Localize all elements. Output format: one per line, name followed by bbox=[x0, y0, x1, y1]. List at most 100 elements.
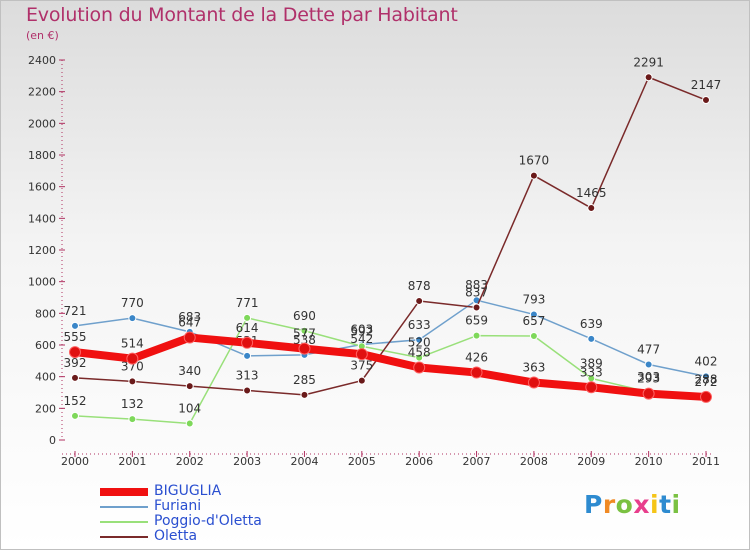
logo-letter: i bbox=[650, 490, 660, 519]
x-tick-label: 2003 bbox=[233, 455, 261, 468]
legend-swatch bbox=[100, 487, 148, 496]
y-tick-label: 600 bbox=[35, 339, 56, 352]
data-label: 389 bbox=[580, 356, 603, 370]
y-tick-label: 400 bbox=[35, 371, 56, 384]
data-label: 878 bbox=[408, 279, 431, 293]
data-label: 770 bbox=[121, 296, 144, 310]
data-point bbox=[529, 331, 538, 340]
data-point bbox=[644, 360, 653, 369]
data-point bbox=[415, 296, 424, 305]
y-tick-label: 1000 bbox=[28, 276, 56, 289]
data-point bbox=[642, 387, 655, 400]
data-point bbox=[243, 313, 252, 322]
legend-item-oletta[interactable]: Oletta bbox=[100, 529, 262, 544]
data-point bbox=[128, 415, 137, 424]
data-point bbox=[644, 73, 653, 82]
chart-unit: (en €) bbox=[26, 29, 59, 42]
y-tick-label: 2400 bbox=[28, 54, 56, 67]
data-point bbox=[585, 381, 598, 394]
data-point bbox=[126, 352, 139, 365]
data-label: 690 bbox=[293, 309, 316, 323]
x-tick-label: 2002 bbox=[176, 455, 204, 468]
data-label: 2291 bbox=[633, 55, 664, 69]
legend: BIGUGLIA Furiani Poggio-d'Oletta Oletta bbox=[100, 484, 262, 544]
x-tick-label: 2010 bbox=[635, 455, 663, 468]
data-label: 392 bbox=[64, 356, 87, 370]
data-label: 603 bbox=[350, 323, 373, 337]
y-tick-label: 0 bbox=[49, 434, 56, 447]
data-point bbox=[185, 419, 194, 428]
data-point bbox=[355, 348, 368, 361]
series-line bbox=[74, 299, 707, 378]
x-tick-label: 2006 bbox=[405, 455, 433, 468]
data-label: 104 bbox=[178, 402, 201, 416]
legend-swatch bbox=[100, 520, 148, 523]
data-label: 647 bbox=[178, 316, 201, 330]
data-point bbox=[298, 342, 311, 355]
x-tick-label: 2000 bbox=[61, 455, 89, 468]
data-point bbox=[527, 376, 540, 389]
x-tick-label: 2011 bbox=[692, 455, 720, 468]
legend-item-biguglia[interactable]: BIGUGLIA bbox=[100, 484, 262, 499]
proxiti-logo: Proxiti bbox=[584, 490, 681, 519]
data-label: 152 bbox=[64, 394, 87, 408]
data-label: 592 bbox=[350, 324, 373, 338]
data-label: 577 bbox=[293, 327, 316, 341]
data-point bbox=[413, 361, 426, 374]
data-point bbox=[69, 346, 81, 359]
logo-letter: P bbox=[584, 490, 603, 519]
data-label: 333 bbox=[580, 365, 603, 379]
data-point bbox=[472, 331, 481, 340]
data-point bbox=[128, 377, 137, 386]
data-point bbox=[529, 171, 538, 180]
legend-item-furiani[interactable]: Furiani bbox=[100, 499, 262, 514]
data-label: 1465 bbox=[576, 186, 607, 200]
data-label: 272 bbox=[695, 375, 718, 389]
y-tick-label: 800 bbox=[35, 307, 56, 320]
data-point bbox=[702, 96, 710, 105]
data-label: 402 bbox=[695, 354, 718, 368]
data-label: 659 bbox=[465, 314, 488, 328]
legend-swatch bbox=[100, 505, 148, 508]
data-point bbox=[243, 386, 252, 395]
line-chart: 0 200 400 600 800 1000 1200 1400 1600 1800 2000 220… bbox=[28, 54, 722, 468]
data-label: 793 bbox=[522, 292, 545, 306]
data-point bbox=[415, 335, 424, 344]
data-label: 2147 bbox=[691, 78, 722, 92]
data-label: 514 bbox=[121, 337, 144, 351]
y-tick-label: 1400 bbox=[28, 212, 56, 225]
y-tick-label: 2200 bbox=[28, 86, 56, 99]
logo-letter: r bbox=[602, 490, 616, 519]
data-label: 614 bbox=[236, 321, 259, 335]
data-point bbox=[243, 351, 252, 360]
data-label: 477 bbox=[637, 342, 660, 356]
series-line bbox=[74, 317, 707, 425]
x-tick-label: 2009 bbox=[577, 455, 605, 468]
x-tick-label: 2001 bbox=[118, 455, 146, 468]
data-label: 657 bbox=[522, 314, 545, 328]
x-tick-label: 2004 bbox=[290, 455, 318, 468]
y-tick-label: 1200 bbox=[28, 244, 56, 257]
data-point bbox=[702, 372, 710, 381]
data-label: 132 bbox=[121, 397, 144, 411]
data-label: 520 bbox=[408, 336, 431, 350]
data-label: 426 bbox=[465, 351, 488, 365]
data-label: 721 bbox=[64, 304, 87, 318]
data-point bbox=[241, 336, 254, 349]
data-label: 542 bbox=[350, 332, 373, 346]
data-label: 771 bbox=[236, 296, 259, 310]
data-point bbox=[71, 321, 79, 330]
data-label: 313 bbox=[236, 368, 259, 382]
data-point bbox=[587, 204, 596, 213]
data-label: 633 bbox=[408, 318, 431, 332]
chart-title: Evolution du Montant de la Dette par Hab… bbox=[26, 4, 458, 26]
data-label: 1670 bbox=[519, 154, 550, 168]
data-point bbox=[71, 411, 79, 420]
legend-item-poggio-doletta[interactable]: Poggio-d'Oletta bbox=[100, 514, 262, 529]
data-point bbox=[472, 303, 481, 312]
data-label: 303 bbox=[637, 370, 660, 384]
data-label: 458 bbox=[408, 345, 431, 359]
legend-label: Oletta bbox=[154, 528, 198, 544]
data-point bbox=[183, 331, 196, 344]
